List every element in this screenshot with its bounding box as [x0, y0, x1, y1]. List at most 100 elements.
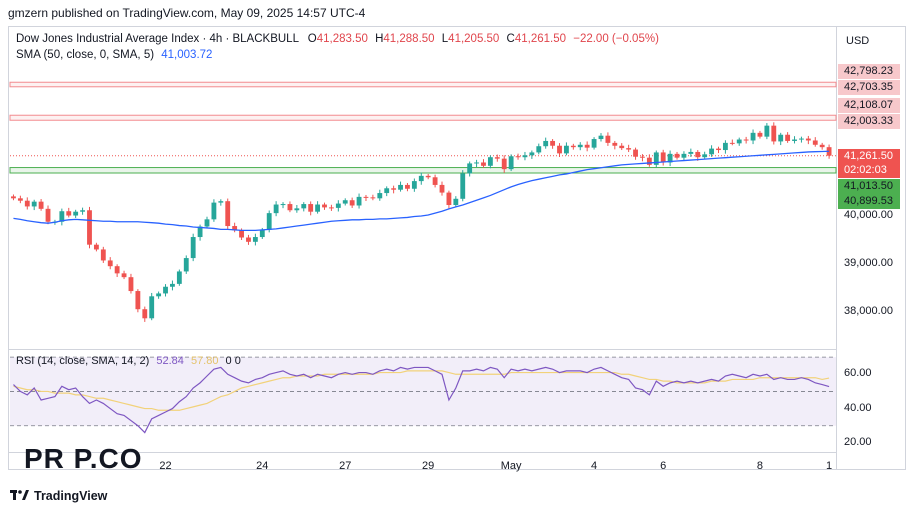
ohlc-open-label: O	[307, 33, 317, 45]
candle-body-96	[674, 153, 680, 158]
candle-body-21	[156, 293, 162, 297]
candle-body-86	[605, 135, 611, 143]
candle-body-24	[176, 271, 182, 284]
candle-body-47	[335, 203, 341, 208]
publisher-line: gmzern published on TradingView.com, May…	[8, 6, 366, 20]
rsi-value: 52.84	[156, 355, 184, 367]
candle-body-69	[487, 157, 493, 166]
candle-body-44	[315, 204, 321, 212]
candle-body-29	[211, 202, 217, 220]
instrument-legend: Dow Jones Industrial Average Index · 4h …	[16, 33, 659, 45]
candle-body-27	[197, 226, 203, 238]
candle-body-90	[633, 149, 638, 157]
candle-body-56	[398, 184, 403, 190]
price-tag-1: 42,703.35	[838, 79, 900, 95]
candle-body-93	[653, 152, 659, 165]
candle-body-88	[619, 145, 625, 149]
currency-label[interactable]: USD	[846, 35, 870, 47]
candle-body-16	[121, 273, 127, 278]
zone-resistance-1	[9, 114, 837, 121]
candle-body-7	[59, 211, 65, 222]
tradingview-footer: TradingView	[10, 489, 107, 503]
candle-body-70	[494, 157, 500, 159]
candle-body-4	[38, 201, 44, 209]
rsi-axis-label-1: 40.00	[844, 401, 872, 414]
candle-body-33	[239, 230, 244, 238]
candle-body-59	[418, 175, 424, 182]
candle-body-105	[736, 139, 742, 144]
tradingview-logo-icon	[10, 490, 29, 500]
candle-body-66	[467, 163, 473, 174]
candle-body-45	[322, 204, 327, 208]
candle-body-100	[702, 154, 708, 158]
candle-body-26	[190, 237, 196, 259]
candle-body-57	[405, 184, 410, 189]
ohlc-high-label: H	[375, 33, 384, 45]
candle-body-115	[805, 138, 811, 141]
sma-value: 41,003.72	[161, 49, 213, 61]
time-axis-label-4: May	[500, 460, 522, 472]
candle-body-41	[294, 208, 300, 211]
candle-body-0	[11, 196, 16, 199]
candle-body-20	[149, 296, 155, 319]
time-axis-label-7: 8	[756, 460, 764, 472]
candle-body-79	[557, 145, 562, 154]
candle-body-58	[411, 181, 417, 189]
candle-body-8	[66, 211, 72, 216]
candle-body-18	[135, 291, 141, 310]
candle-body-73	[515, 156, 521, 158]
candle-body-106	[743, 139, 749, 141]
candle-body-17	[128, 277, 134, 292]
candle-body-109	[764, 125, 770, 137]
time-axis-label-1: 24	[256, 460, 269, 472]
candle-body-1	[17, 198, 23, 201]
candle-body-12	[93, 244, 99, 250]
candle-body-63	[446, 192, 452, 206]
candle-body-55	[391, 188, 397, 190]
candle-body-34	[246, 237, 251, 242]
candle-body-50	[356, 196, 362, 206]
candle-body-104	[729, 142, 735, 144]
candle-body-67	[474, 162, 479, 164]
candle-body-40	[287, 204, 293, 211]
price-tag-6: 41,013.50	[838, 179, 900, 194]
candle-body-3	[31, 201, 37, 207]
candle-body-112	[785, 134, 791, 141]
candle-body-9	[73, 211, 79, 216]
candle-body-46	[328, 207, 334, 209]
candle-body-2	[24, 200, 30, 207]
candle-body-76	[536, 146, 542, 153]
candle-body-95	[667, 153, 673, 163]
candle-body-113	[792, 139, 797, 141]
time-axis-label-6: 6	[660, 460, 667, 472]
candle-body-39	[280, 204, 286, 206]
candle-body-35	[252, 237, 258, 242]
time-axis-label-3: 29	[422, 460, 435, 472]
candle-body-38	[273, 204, 279, 214]
ohlc-close: 41,261.50	[514, 33, 567, 45]
watermark-logo: PR P.CO	[24, 443, 143, 475]
instrument-name: Dow Jones Industrial Average Index · 4h …	[16, 33, 299, 45]
rsi-axis-label-0: 60.00	[844, 367, 872, 380]
candle-body-91	[640, 156, 645, 158]
candle-body-71	[501, 158, 507, 170]
sma-label: SMA (50, close, 0, SMA, 5)	[16, 49, 155, 61]
candle-body-110	[771, 125, 777, 142]
zone-resistance-0	[9, 81, 837, 88]
candle-body-83	[584, 144, 590, 148]
candle-body-82	[577, 144, 583, 148]
candle-body-107	[750, 132, 756, 141]
candle-body-94	[660, 152, 666, 163]
watermark-text: PR P.CO	[24, 443, 143, 474]
sma-legend: SMA (50, close, 0, SMA, 5) 41,003.72	[16, 49, 212, 61]
footer-text: TradingView	[34, 489, 108, 503]
candle-body-68	[481, 162, 486, 166]
candle-body-13	[100, 249, 106, 261]
rsi-extra: 0 0	[225, 355, 241, 367]
ohlc-close-label: C	[506, 33, 515, 45]
rsi-ma-line	[13, 370, 830, 411]
rsi-axis-label-2: 20.00	[844, 435, 872, 448]
candle-body-22	[163, 286, 168, 294]
candle-body-111	[778, 134, 784, 142]
